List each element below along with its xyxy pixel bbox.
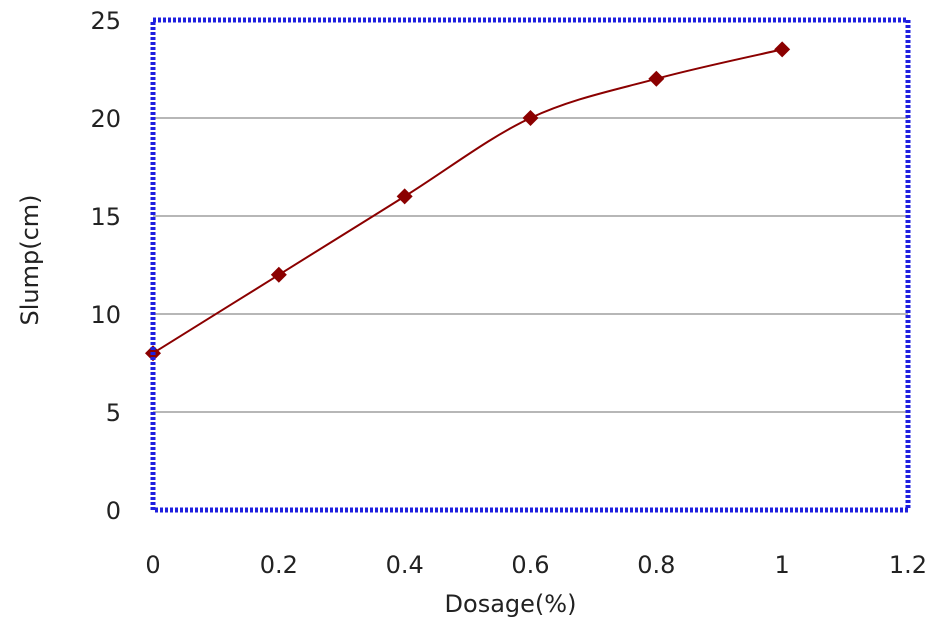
y-tick-label-15: 15 [90,203,121,231]
series-layer [145,41,791,362]
data-point-marker-3 [522,110,539,126]
y-axis-tick-labels: 0 5 10 15 20 25 [90,7,121,525]
series-line-0 [152,48,783,355]
x-tick-label-1.2: 1.2 [889,551,927,579]
y-tick-label-20: 20 [90,105,121,133]
x-tick-label-0.6: 0.6 [511,551,549,579]
data-point-marker-2 [396,188,413,205]
y-axis-title: Slump(cm) [16,194,44,325]
y-tick-label-5: 5 [106,399,121,427]
data-point-marker-1 [270,266,287,283]
x-axis-tick-labels: 0 0.2 0.4 0.6 0.8 1 1.2 [145,551,927,579]
x-tick-label-0: 0 [145,551,160,579]
x-tick-label-0.8: 0.8 [637,551,675,579]
x-tick-label-0.4: 0.4 [386,551,424,579]
data-point-marker-5 [774,41,791,58]
y-tick-label-0: 0 [106,497,121,525]
y-tick-label-10: 10 [90,301,121,329]
data-point-marker-4 [648,70,665,87]
x-tick-label-1: 1 [775,551,790,579]
x-axis-title: Dosage(%) [445,590,577,618]
plot-area-border [150,17,911,513]
grid-lines [153,117,908,413]
y-tick-label-25: 25 [90,7,121,35]
x-tick-label-0.2: 0.2 [260,551,298,579]
